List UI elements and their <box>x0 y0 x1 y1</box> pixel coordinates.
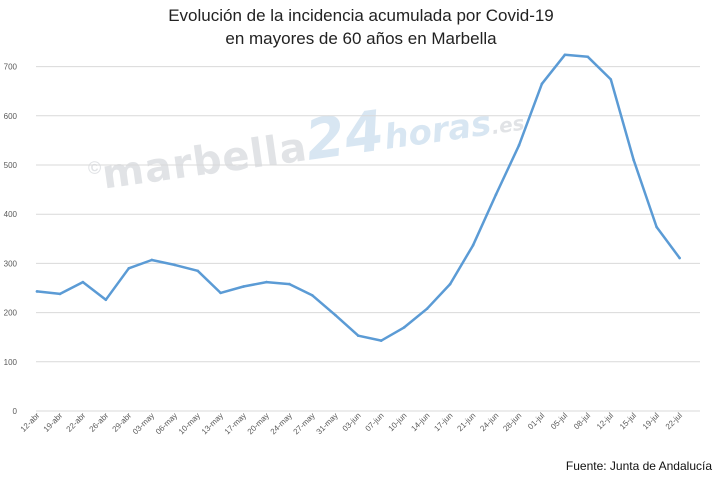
data-point <box>632 158 635 162</box>
x-tick-label: 06-may <box>154 411 179 436</box>
data-point <box>609 78 613 81</box>
x-tick-label: 22-jul <box>664 411 684 431</box>
x-tick-label: 03-jun <box>341 411 363 433</box>
x-tick-label: 26-abr <box>88 411 111 434</box>
source-note: Fuente: Junta de Andalucía <box>565 459 712 473</box>
data-point <box>586 55 590 59</box>
data-point <box>127 267 131 270</box>
data-point <box>494 193 498 196</box>
x-tick-label: 27-may <box>292 411 317 436</box>
y-tick-label: 700 <box>4 63 18 72</box>
data-point <box>334 313 337 317</box>
x-tick-label: 19-jul <box>641 411 661 431</box>
x-tick-label: 17-may <box>223 411 248 436</box>
x-tick-label: 24-may <box>269 411 294 436</box>
data-point <box>402 326 406 329</box>
data-point <box>563 53 567 57</box>
x-tick-label: 14-jun <box>409 411 431 433</box>
series-line <box>35 53 681 342</box>
data-point <box>58 292 62 296</box>
x-tick-label: 07-jun <box>364 411 386 433</box>
series <box>35 53 681 342</box>
y-tick-label: 400 <box>4 210 18 219</box>
x-tick-label: 22-abr <box>65 411 88 434</box>
data-point <box>379 339 383 342</box>
data-point <box>196 269 199 273</box>
x-tick-label: 05-jul <box>549 411 569 431</box>
x-tick-label: 19-abr <box>42 411 65 434</box>
y-tick-label: 300 <box>4 259 18 268</box>
x-tick-label: 15-jul <box>618 411 638 431</box>
data-point <box>35 290 39 293</box>
x-tick-label: 17-jun <box>432 411 454 433</box>
data-point <box>173 263 176 267</box>
x-tick-label: 10-may <box>177 411 202 436</box>
chart-title-line-1: Evolución de la incidencia acumulada por… <box>168 6 554 25</box>
x-tick-label: 08-jul <box>572 411 592 431</box>
data-point <box>288 282 291 286</box>
data-point <box>104 298 108 302</box>
x-tick-label: 28-jun <box>501 411 523 433</box>
data-point <box>471 243 475 247</box>
y-tick-label: 100 <box>4 358 18 367</box>
y-tick-label: 500 <box>4 161 18 170</box>
y-tick-label: 600 <box>4 112 18 121</box>
x-tick-label: 31-may <box>315 411 340 436</box>
x-tick-label: 03-may <box>131 411 156 436</box>
x-tick-label: 20-may <box>246 411 271 436</box>
y-tick-label: 200 <box>4 309 18 318</box>
data-point <box>242 285 245 288</box>
y-axis: 0 100 200 300 400 500 600 700 <box>4 63 18 416</box>
x-tick-label: 01-jul <box>526 411 546 431</box>
gridlines <box>36 66 700 412</box>
x-tick-label: 12-jul <box>595 411 615 431</box>
data-point <box>81 280 85 284</box>
data-point <box>655 225 658 229</box>
y-tick-label: 0 <box>13 407 18 416</box>
data-point <box>357 334 360 338</box>
data-point <box>219 291 222 295</box>
x-tick-label: 13-may <box>200 411 225 436</box>
data-point <box>678 256 681 260</box>
data-point <box>150 258 154 262</box>
data-point <box>311 294 314 297</box>
x-axis: 12-abr 19-abr 22-abr 26-abr 29-abr03-may06-m… <box>19 411 684 436</box>
x-tick-label: 21-jun <box>455 411 477 433</box>
data-point <box>265 280 268 284</box>
data-point <box>540 82 544 86</box>
x-tick-label: 24-jun <box>478 411 500 433</box>
x-tick-label: 10-jun <box>387 411 409 433</box>
data-point <box>517 144 521 147</box>
chart-title: Evolución de la incidencia acumulada por… <box>0 4 722 50</box>
x-tick-label: 12-abr <box>19 411 42 434</box>
data-point <box>448 282 452 286</box>
data-point <box>425 307 429 310</box>
chart-title-line-2: en mayores de 60 años en Marbella <box>225 29 497 48</box>
